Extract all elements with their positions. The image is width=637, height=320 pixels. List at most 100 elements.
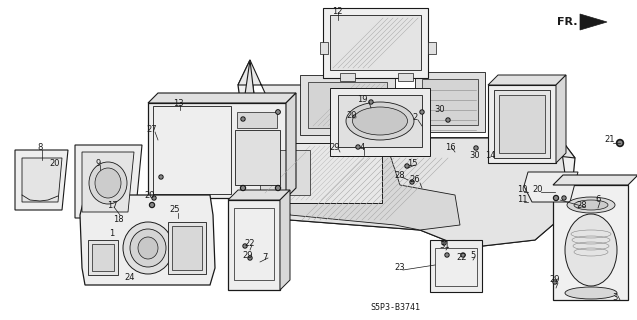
Circle shape [243, 244, 247, 248]
Bar [499, 95, 545, 153]
Bar [398, 73, 413, 81]
Text: 20: 20 [145, 190, 155, 199]
Bar [308, 82, 387, 128]
Bar [553, 185, 628, 300]
Circle shape [370, 101, 372, 103]
Text: 14: 14 [485, 150, 495, 159]
Circle shape [150, 203, 155, 207]
Bar [330, 15, 421, 70]
Bar [237, 112, 277, 128]
Circle shape [151, 204, 154, 206]
Ellipse shape [138, 237, 158, 259]
Circle shape [555, 197, 557, 199]
Circle shape [411, 181, 413, 183]
Circle shape [410, 180, 414, 184]
Circle shape [619, 141, 622, 145]
Text: 4: 4 [359, 143, 364, 153]
Circle shape [248, 256, 252, 260]
Bar [422, 79, 478, 125]
Polygon shape [580, 14, 607, 30]
Polygon shape [238, 60, 575, 158]
Polygon shape [22, 158, 62, 202]
Circle shape [421, 111, 423, 113]
Polygon shape [556, 75, 566, 163]
Bar [338, 95, 422, 147]
Circle shape [563, 197, 565, 199]
Circle shape [554, 281, 556, 283]
Bar [428, 42, 436, 54]
Circle shape [275, 186, 280, 190]
Text: 30: 30 [469, 150, 480, 159]
Text: 8: 8 [38, 143, 43, 153]
Bar [494, 90, 550, 158]
Bar [300, 75, 395, 135]
Polygon shape [242, 60, 570, 248]
Circle shape [277, 111, 279, 113]
Circle shape [241, 117, 245, 121]
Bar [228, 200, 280, 290]
Ellipse shape [352, 107, 408, 135]
Circle shape [442, 241, 446, 245]
Text: 20: 20 [533, 186, 543, 195]
Bar [153, 106, 231, 194]
Circle shape [553, 280, 557, 284]
Circle shape [406, 165, 408, 167]
Polygon shape [228, 190, 290, 200]
Circle shape [276, 110, 280, 114]
Text: 29: 29 [550, 276, 561, 284]
Bar [330, 88, 430, 156]
Polygon shape [553, 175, 637, 185]
Text: S5P3-B3741: S5P3-B3741 [370, 302, 420, 311]
Text: 16: 16 [445, 143, 455, 153]
Text: 6: 6 [596, 196, 601, 204]
Bar [234, 208, 274, 280]
Bar [252, 143, 382, 203]
Text: 22: 22 [245, 238, 255, 247]
Bar [260, 150, 310, 195]
Polygon shape [80, 195, 215, 285]
Bar [92, 244, 114, 271]
Text: 5: 5 [470, 251, 476, 260]
Circle shape [369, 100, 373, 104]
Text: 26: 26 [410, 175, 420, 185]
Circle shape [562, 196, 566, 200]
Polygon shape [524, 172, 578, 202]
Text: 3: 3 [612, 293, 618, 302]
Ellipse shape [89, 162, 127, 204]
Text: 19: 19 [357, 95, 368, 105]
Circle shape [420, 110, 424, 114]
Circle shape [356, 145, 360, 149]
Circle shape [405, 164, 409, 168]
Ellipse shape [123, 222, 173, 274]
Circle shape [474, 146, 478, 150]
Circle shape [249, 257, 251, 259]
Polygon shape [82, 152, 134, 212]
Bar [172, 226, 202, 270]
Bar [88, 240, 118, 275]
Text: FR.: FR. [557, 17, 578, 27]
Circle shape [445, 253, 449, 257]
Circle shape [241, 186, 245, 190]
Ellipse shape [346, 102, 414, 140]
Circle shape [447, 119, 449, 121]
Text: 1: 1 [110, 228, 115, 237]
Circle shape [152, 196, 156, 200]
Polygon shape [238, 60, 575, 248]
Bar [435, 248, 477, 286]
Ellipse shape [565, 287, 617, 299]
Text: 30: 30 [434, 106, 445, 115]
Bar [148, 103, 286, 198]
Bar [235, 130, 280, 185]
Polygon shape [285, 155, 460, 230]
Polygon shape [75, 145, 142, 218]
Text: 15: 15 [407, 158, 417, 167]
Bar [340, 73, 355, 81]
Polygon shape [488, 75, 566, 85]
Text: 20: 20 [347, 111, 357, 121]
Circle shape [153, 197, 155, 199]
Circle shape [357, 146, 359, 148]
Ellipse shape [574, 200, 608, 210]
Circle shape [160, 176, 162, 178]
Polygon shape [15, 150, 68, 210]
Text: 13: 13 [173, 99, 183, 108]
